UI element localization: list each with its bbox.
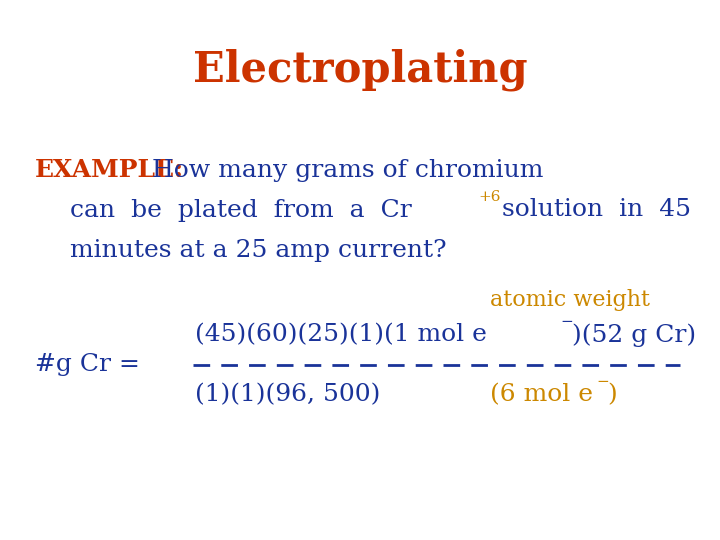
Text: atomic weight: atomic weight [490,289,650,311]
Text: (6 mol e: (6 mol e [490,383,593,407]
Text: How many grams of chromium: How many grams of chromium [152,159,544,181]
Text: )(52 g Cr): )(52 g Cr) [572,323,696,347]
Text: (1)(1)(96, 500): (1)(1)(96, 500) [195,383,380,407]
Text: EXAMPLE:: EXAMPLE: [35,158,184,182]
Text: can  be  plated  from  a  Cr: can be plated from a Cr [70,199,412,221]
Text: +6: +6 [478,190,500,204]
Text: minutes at a 25 amp current?: minutes at a 25 amp current? [70,239,446,261]
Text: −: − [596,375,608,389]
Text: −: − [560,315,572,329]
Text: #g Cr =: #g Cr = [35,354,148,376]
Text: (45)(60)(25)(1)(1 mol e: (45)(60)(25)(1)(1 mol e [195,323,487,347]
Text: Electroplating: Electroplating [193,49,527,91]
Text: solution  in  45: solution in 45 [494,199,691,221]
Text: ): ) [607,383,617,407]
